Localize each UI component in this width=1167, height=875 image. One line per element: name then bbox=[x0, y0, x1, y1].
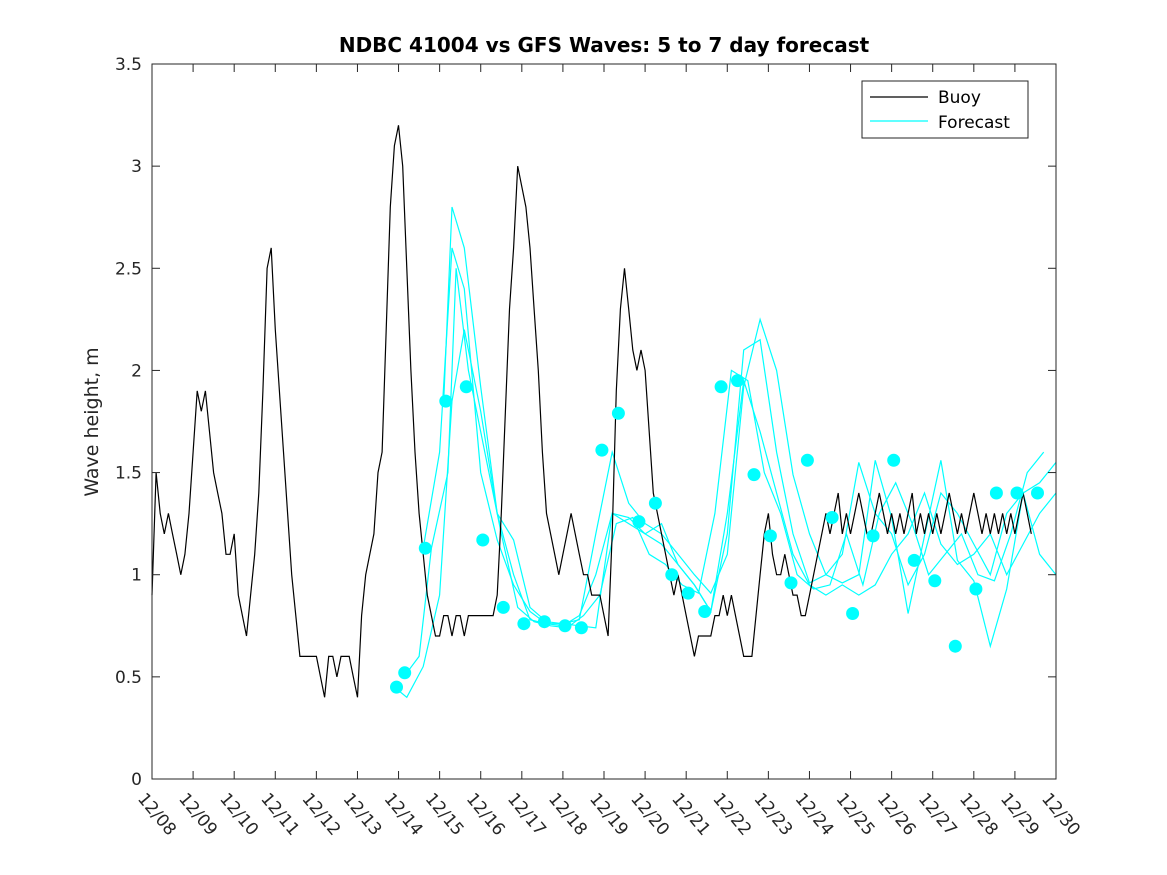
plot-background bbox=[152, 64, 1056, 779]
y-tick-label: 3 bbox=[131, 157, 142, 177]
forecast-marker bbox=[698, 605, 712, 618]
forecast-marker bbox=[948, 639, 962, 653]
legend: Buoy Forecast bbox=[861, 80, 1029, 139]
forecast-marker bbox=[731, 374, 744, 388]
forecast-marker bbox=[459, 380, 473, 394]
legend-box bbox=[861, 80, 1029, 139]
y-tick-label: 1.5 bbox=[115, 464, 142, 484]
forecast-marker bbox=[969, 582, 983, 596]
y-axis: 0 0.5 1 1.5 2 2.5 3 3.5 bbox=[115, 55, 1056, 790]
forecast-marker bbox=[681, 586, 695, 600]
forecast-marker bbox=[1010, 486, 1024, 500]
buoy-series-line bbox=[151, 125, 1032, 698]
forecast-marker bbox=[928, 574, 942, 588]
forecast-marker bbox=[763, 529, 777, 543]
forecast-series-line bbox=[422, 247, 1057, 627]
forecast-marker bbox=[825, 511, 839, 524]
forecast-marker bbox=[558, 619, 572, 633]
forecast-marker bbox=[800, 453, 814, 467]
y-tick-label: 0 bbox=[131, 770, 142, 790]
forecast-marker bbox=[537, 615, 551, 629]
forecast-series-line bbox=[443, 206, 1057, 649]
y-tick-label: 2.5 bbox=[115, 259, 142, 279]
y-axis-label: Wave height, m bbox=[81, 347, 103, 496]
forecast-marker bbox=[476, 533, 490, 547]
forecast-marker bbox=[390, 680, 403, 694]
forecast-series-group bbox=[394, 206, 1057, 699]
forecast-marker bbox=[574, 621, 588, 635]
y-tick-label: 0.5 bbox=[115, 668, 142, 688]
forecast-markers-group bbox=[390, 374, 1044, 694]
forecast-marker bbox=[714, 380, 728, 394]
y-tick-label: 2 bbox=[131, 361, 142, 381]
forecast-marker bbox=[665, 568, 679, 582]
y-tick-label: 1 bbox=[131, 566, 142, 586]
forecast-marker bbox=[398, 666, 412, 680]
y-tick-label: 3.5 bbox=[115, 55, 142, 75]
chart-title: NDBC 41004 vs GFS Waves: 5 to 7 day fore… bbox=[339, 33, 870, 57]
forecast-marker bbox=[418, 541, 432, 555]
forecast-marker bbox=[747, 468, 761, 482]
forecast-marker bbox=[907, 553, 921, 567]
forecast-marker bbox=[496, 600, 510, 614]
forecast-marker bbox=[632, 515, 646, 529]
forecast-marker bbox=[648, 496, 662, 510]
forecast-marker bbox=[611, 406, 625, 420]
forecast-marker bbox=[439, 394, 453, 408]
forecast-marker bbox=[517, 617, 531, 631]
forecast-marker bbox=[595, 443, 609, 457]
forecast-marker bbox=[784, 576, 798, 590]
plot-area bbox=[151, 64, 1057, 779]
forecast-marker bbox=[866, 529, 880, 543]
forecast-marker bbox=[989, 486, 1003, 500]
forecast-marker bbox=[846, 607, 860, 620]
legend-forecast-label: Forecast bbox=[938, 113, 1010, 133]
legend-buoy-label: Buoy bbox=[938, 88, 981, 108]
forecast-marker bbox=[887, 453, 901, 467]
forecast-marker bbox=[1031, 486, 1044, 500]
